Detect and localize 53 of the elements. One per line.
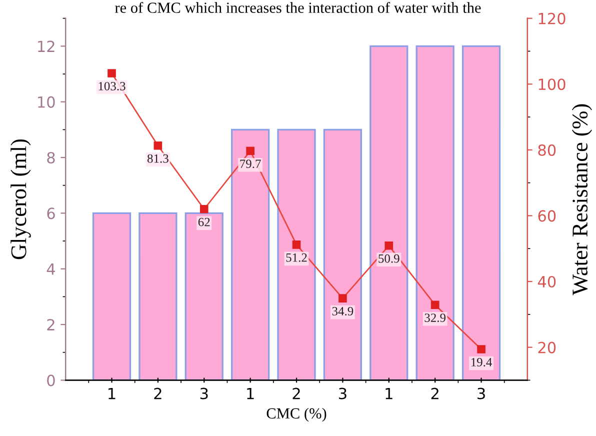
point <box>338 294 347 302</box>
y2-tick-label: 100 <box>538 78 566 90</box>
x-tick-label: 2 <box>431 388 438 400</box>
data-label: 51.2 <box>286 253 307 262</box>
text: re of CMC which increases the interaction of water with the <box>115 2 481 13</box>
data-label: 81.3 <box>147 154 168 163</box>
x-tick-label: 1 <box>247 388 254 400</box>
y2-axis-title: Water Resistance (%) <box>572 104 592 296</box>
y2-tick-label: 20 <box>538 342 556 354</box>
x-tick-label: 2 <box>292 388 300 400</box>
data-label: 19.4 <box>471 358 492 366</box>
bar <box>277 128 316 380</box>
y-tick-label: 6 <box>47 208 55 220</box>
y-tick-label: 2 <box>47 318 54 330</box>
point <box>477 345 486 354</box>
y2-tick-label: 40 <box>538 276 556 288</box>
y-tick-label: 0 <box>47 374 55 386</box>
data-label: 50.9 <box>378 254 400 263</box>
bar <box>462 45 501 380</box>
bar <box>231 128 270 380</box>
y-tick-label: 12 <box>38 40 54 52</box>
data-label: 79.7 <box>240 160 261 168</box>
y-tick-label: 4 <box>46 264 55 275</box>
bar <box>323 128 362 380</box>
point <box>200 204 208 214</box>
point <box>246 146 254 156</box>
y-tick-label: 10 <box>38 96 55 108</box>
bar <box>138 212 178 380</box>
y-tick-label: 8 <box>47 152 55 164</box>
y2-tick-label: 60 <box>538 210 556 222</box>
point <box>430 300 440 310</box>
x-tick-label: 3 <box>478 388 485 400</box>
point <box>292 240 301 249</box>
point <box>384 241 394 250</box>
data-label: 62 <box>198 218 210 226</box>
data-label: 32.9 <box>424 314 446 322</box>
bar <box>92 212 132 380</box>
x-tick-label: 3 <box>200 388 208 400</box>
y2-tick-label: 120 <box>538 12 566 24</box>
bar <box>370 45 408 380</box>
bar <box>184 212 224 380</box>
data-label: 34.9 <box>332 307 354 316</box>
x-axis-title: CMC (%) <box>266 408 326 422</box>
x-tick-label: 1 <box>108 388 116 400</box>
bar <box>416 45 454 380</box>
y-axis-title: Glycerol (ml) <box>10 139 31 260</box>
y2-tick-label: 80 <box>538 144 556 156</box>
data-label: 103.3 <box>98 82 126 90</box>
point <box>108 69 116 78</box>
point <box>154 141 162 150</box>
x-tick-label: 1 <box>386 388 392 400</box>
x-tick-label: 2 <box>154 388 162 400</box>
x-tick-label: 3 <box>339 388 346 400</box>
